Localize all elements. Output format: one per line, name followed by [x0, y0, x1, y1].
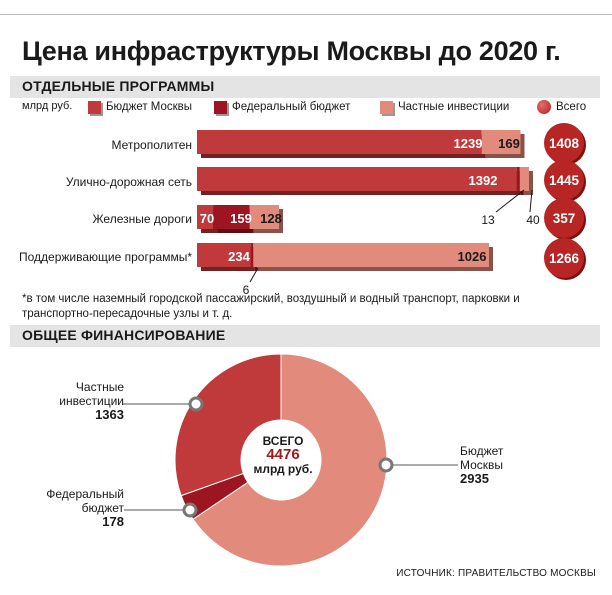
total-value-2: 357: [553, 211, 576, 226]
legend-total-dot: [537, 100, 551, 114]
pie-marker-federal: [182, 502, 198, 518]
source-note: ИСТОЧНИК: ПРАВИТЕЛЬСТВО МОСКВЫ: [396, 568, 596, 579]
donut-center-unit: млрд руб.: [253, 462, 313, 476]
pie-label-private-line2: инвестиции: [59, 394, 124, 408]
label-rail-federal: 159: [230, 211, 252, 226]
label-roads-moscow: 1392: [469, 173, 498, 188]
section1-title: ОТДЕЛЬНЫЕ ПРОГРАММЫ: [22, 78, 215, 94]
donut-center-caption: ВСЕГО: [262, 434, 304, 448]
row-label-rail: Железные дороги: [92, 212, 193, 226]
total-circle-0: [544, 123, 584, 163]
total-value-3: 1266: [549, 251, 580, 266]
label-roads-private: 40: [526, 213, 540, 227]
section2-bar: [10, 325, 600, 347]
legend-moscow-label: Бюджет Москвы: [106, 101, 193, 113]
section2-title: ОБЩЕЕ ФИНАНСИРОВАНИЕ: [22, 327, 226, 343]
row-label-roads: Улично-дорожная сеть: [65, 175, 192, 189]
pie-label-moscow: Бюджет Москвы 2935: [460, 444, 503, 486]
row-label-metro: Метрополитен: [111, 138, 192, 152]
pie-label-moscow-line2: Москвы: [460, 458, 504, 472]
pie-label-federal: Федеральный бюджет 178: [28, 487, 124, 529]
leader-roads-private: [529, 189, 533, 213]
bar-1-federal: [516, 167, 520, 191]
label-support-private: 234: [228, 249, 250, 264]
pie-label-private: Частные инвестиции 1363: [58, 380, 124, 422]
label-rail-moscow: 70: [200, 211, 214, 226]
bar-3-moscow: [253, 243, 489, 267]
row-label-support: Поддерживающие программы*: [19, 250, 192, 264]
legend-total: Всего: [537, 98, 586, 116]
legend-private-swatch: [380, 100, 393, 114]
legend-total-label: Всего: [556, 101, 587, 113]
total-value-1: 1445: [549, 173, 580, 188]
pie-label-moscow-line1: Бюджет: [460, 444, 504, 458]
bar-3-private: [197, 243, 251, 267]
chart-title: Цена инфраструктуры Москвы до 2020 г.: [22, 36, 561, 66]
legend-federal: Федеральный бюджет: [214, 98, 350, 116]
section1-bar: [10, 76, 600, 98]
unit-label: млрд руб.: [22, 100, 73, 112]
pie-marker-moscow: [378, 457, 394, 473]
donut-hole: [242, 421, 320, 499]
total-circle-1: [544, 160, 584, 200]
donut-center: ВСЕГО 4476 млрд руб.: [248, 434, 318, 476]
pie-label-moscow-value: 2935: [460, 471, 489, 486]
legend-moscow: Бюджет Москвы: [88, 98, 192, 116]
bar-3-federal: [250, 243, 254, 267]
legend-private: Частные инвестиции: [380, 98, 509, 116]
bar-1-moscow: [197, 167, 517, 191]
legend-federal-swatch: [214, 100, 227, 114]
label-metro-moscow: 1239: [454, 136, 483, 151]
label-support-federal: 6: [243, 283, 250, 297]
legend-private-label: Частные инвестиции: [398, 101, 510, 113]
total-circle-3: [544, 238, 584, 278]
legend-moscow-swatch: [88, 100, 101, 114]
donut-slice-0: [192, 353, 388, 567]
leader-roads-federal: [495, 189, 525, 213]
bar-0-private: [481, 130, 521, 154]
pie-label-federal-line1: Федеральный: [46, 487, 124, 501]
top-rule: [0, 14, 612, 15]
label-rail-private: 128: [260, 211, 282, 226]
pie-label-federal-line2: бюджет: [81, 501, 124, 515]
bar-2-private: [249, 205, 280, 229]
pie-label-private-value: 1363: [95, 407, 124, 422]
donut-center-total: 4476: [266, 446, 300, 463]
pie-label-private-line1: Частные: [75, 380, 124, 394]
bar-0-moscow: [197, 130, 482, 154]
label-roads-federal: 13: [481, 213, 495, 227]
bar-1-private: [519, 167, 529, 191]
label-support-moscow: 1026: [458, 249, 487, 264]
total-value-0: 1408: [549, 136, 580, 151]
label-metro-private: 169: [498, 136, 520, 151]
bar-2-federal: [213, 205, 250, 229]
pie-marker-private: [188, 396, 204, 412]
leader-support-federal: [249, 267, 259, 283]
donut-slice-2: [174, 353, 282, 497]
pie-label-federal-value: 178: [102, 514, 124, 529]
footnote: *в том числе наземный городской пассажир…: [22, 293, 520, 320]
total-circle-2: [544, 198, 584, 238]
bar-2-moscow: [197, 205, 214, 229]
legend-federal-label: Федеральный бюджет: [232, 101, 351, 113]
